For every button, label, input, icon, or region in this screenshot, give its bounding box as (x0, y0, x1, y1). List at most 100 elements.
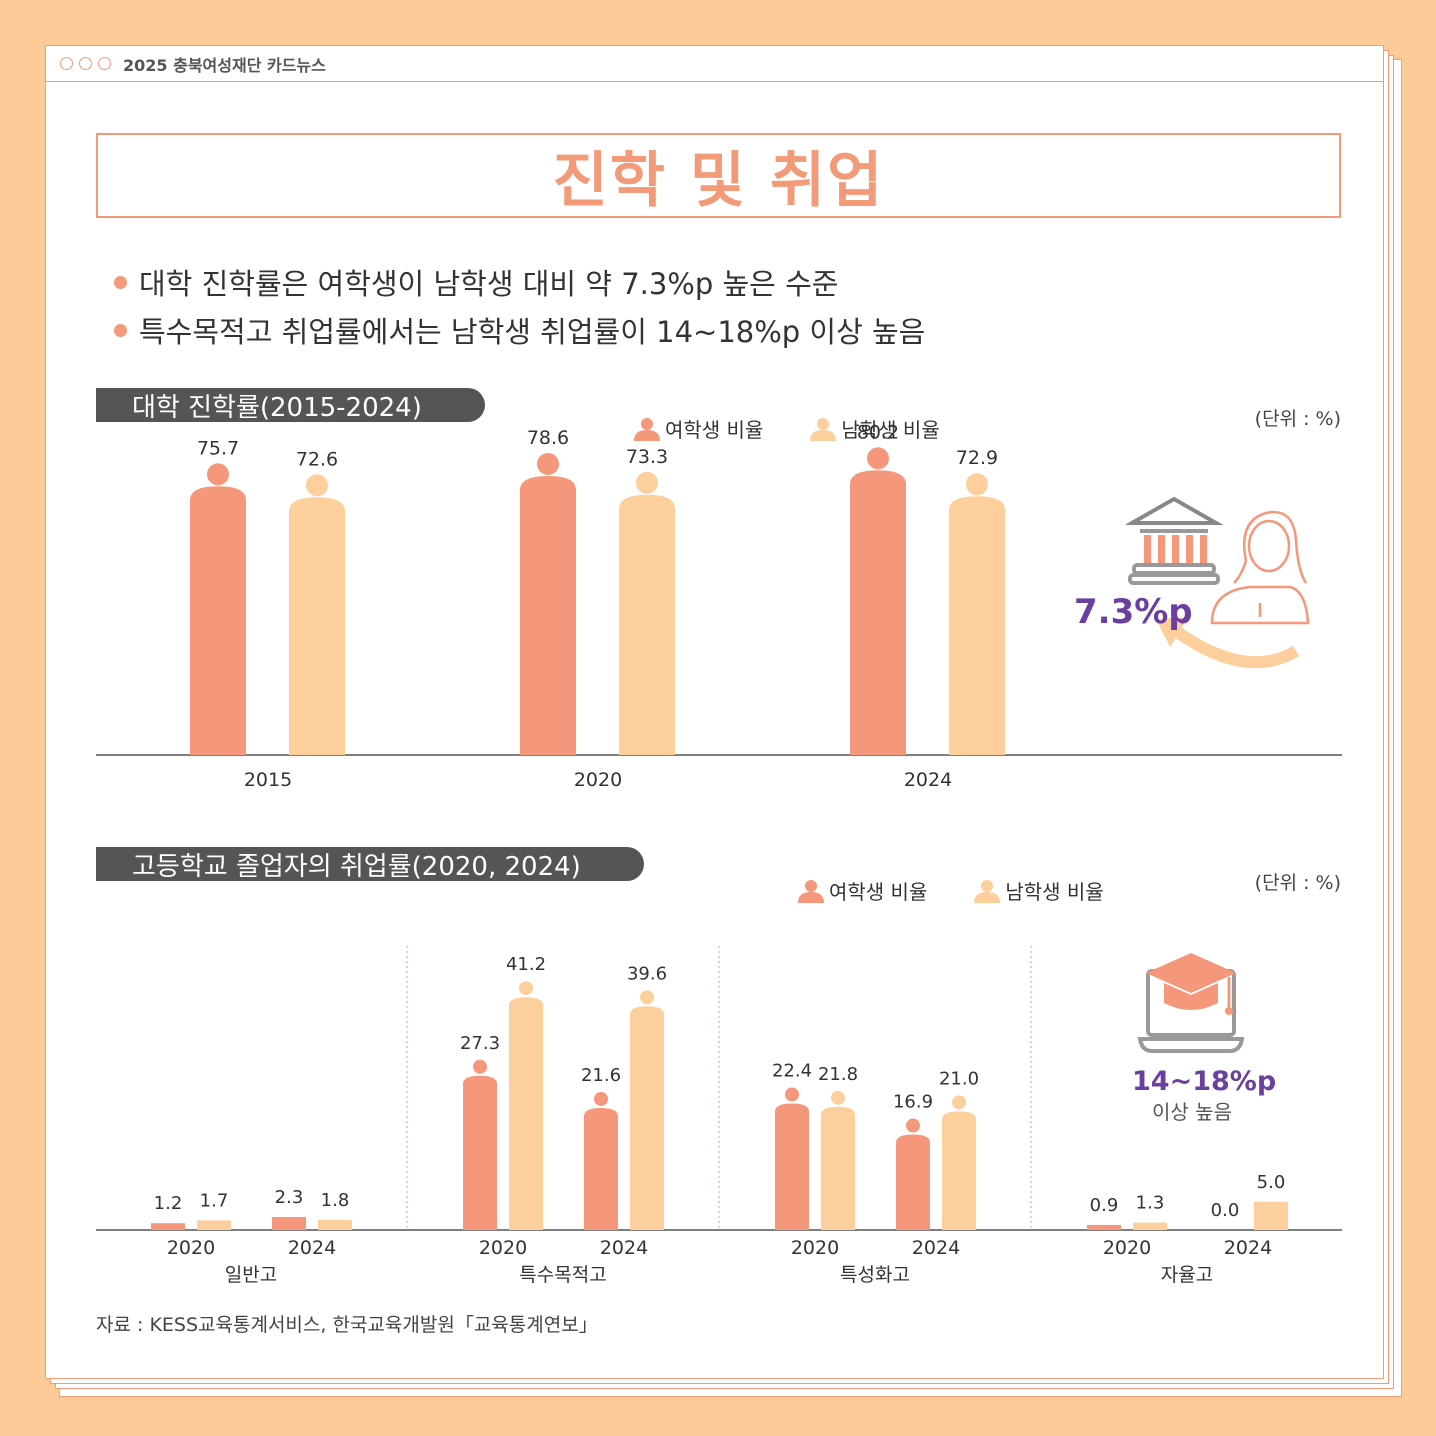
gap-callout: 7.3%p (1074, 592, 1193, 632)
value-label-male-특수목적고-2024: 39.6 (627, 963, 667, 984)
value-label-male-2015: 72.6 (296, 448, 338, 470)
bar-female-특수목적고-2024 (584, 1107, 618, 1230)
bar-male-특수목적고-2020 (509, 997, 543, 1230)
bar-head-male-특성화고-2024 (952, 1095, 966, 1110)
student-icon (1210, 510, 1310, 625)
university-graduate-illustration (1126, 496, 1310, 669)
value-label-male-2020: 73.3 (626, 446, 668, 468)
x-tick-특수목적고-2020: 2020 (479, 1237, 527, 1259)
x-tick-2024: 2024 (904, 769, 952, 791)
legend-female-label: 여학생 비율 (665, 418, 764, 442)
section1-unit: (단위 : %) (1254, 408, 1341, 430)
bar-head-female-특성화고-2024 (906, 1118, 920, 1133)
bar-head-male-2020 (636, 471, 658, 494)
bar-male-일반고-2020 (197, 1220, 231, 1230)
bar-head-male-2024 (966, 473, 988, 496)
legend-male: 남학생 비율 (809, 414, 940, 443)
bullet-item: 특수목적고 취업률에서는 남학생 취업률이 14~18%p 이상 높음 (114, 306, 925, 354)
group-label-특성화고: 특성화고 (840, 1264, 910, 1286)
value-label-male-일반고-2024: 1.8 (321, 1190, 350, 1211)
value-label-male-2024: 72.9 (956, 447, 998, 469)
headline-box: 진학 및 취업 (96, 133, 1341, 218)
value-label-female-2015: 75.7 (197, 437, 239, 459)
value-label-female-2024: 80.2 (857, 421, 899, 443)
x-tick-2020: 2020 (574, 769, 622, 791)
x-tick-특성화고-2024: 2024 (912, 1237, 960, 1259)
window-dot-icon (60, 57, 73, 70)
value-label-female-특성화고-2020: 22.4 (772, 1060, 812, 1081)
arrow-icon (1172, 626, 1300, 669)
section2-legend: 여학생 비율 남학생 비율 (797, 876, 1150, 905)
bullet-dot-icon (114, 323, 127, 337)
bar-head-male-특성화고-2020 (831, 1090, 845, 1105)
bar-head-female-2015 (207, 463, 229, 486)
bar-female-특성화고-2020 (775, 1103, 809, 1230)
university-entry-chart: 75.7 72.6 2015 78.6 73.3 2020 80.2 72.9 2024 (96, 421, 1342, 791)
bar-female-2020 (520, 475, 576, 755)
value-label-female-자율고-2024: 0.0 (1211, 1200, 1240, 1221)
window-titlebar: 2025 충북여성재단 카드뉴스 (46, 46, 1383, 82)
university-building-icon (1126, 496, 1224, 585)
x-tick-자율고-2024: 2024 (1224, 1237, 1272, 1259)
legend-male-label: 남학생 비율 (841, 418, 940, 442)
laptop-base-icon (1137, 1037, 1245, 1053)
value-label-female-특수목적고-2020: 27.3 (460, 1033, 500, 1054)
window-dot-icon (98, 57, 111, 70)
bar-male-특성화고-2020 (821, 1106, 855, 1230)
bar-male-자율고-2020 (1133, 1222, 1167, 1230)
bar-male-특성화고-2024 (942, 1111, 976, 1230)
value-label-male-특성화고-2024: 21.0 (939, 1068, 979, 1089)
gap-callout-text: 이상 높음 (1152, 1100, 1232, 1124)
person-male-icon (974, 879, 1001, 903)
bar-head-female-2020 (537, 452, 559, 475)
x-tick-2015: 2015 (244, 769, 292, 791)
group-label-특수목적고: 특수목적고 (519, 1264, 606, 1286)
x-tick-특수목적고-2024: 2024 (600, 1237, 648, 1259)
bullet-text: 대학 진학률은 여학생이 남학생 대비 약 7.3%p 높은 수준 (139, 267, 839, 301)
legend-female: 여학생 비율 (797, 876, 927, 905)
bar-male-2020 (619, 494, 675, 755)
x-tick-특성화고-2020: 2020 (791, 1237, 839, 1259)
value-label-female-자율고-2020: 0.9 (1090, 1195, 1119, 1216)
value-label-male-특성화고-2020: 21.8 (818, 1064, 858, 1085)
person-male-icon (810, 417, 837, 441)
bar-head-female-특성화고-2020 (785, 1087, 799, 1102)
gap-callout-value: 14~18%p (1132, 1066, 1277, 1097)
bar-male-자율고-2024 (1254, 1201, 1288, 1230)
value-label-female-특성화고-2024: 16.9 (893, 1092, 933, 1113)
value-label-male-자율고-2020: 1.3 (1136, 1193, 1165, 1214)
columns-icon (1144, 535, 1207, 563)
bar-head-male-특수목적고-2020 (519, 981, 533, 996)
value-label-male-자율고-2024: 5.0 (1257, 1172, 1286, 1193)
laptop-graduation-illustration (1137, 953, 1245, 1053)
x-tick-일반고-2020: 2020 (167, 1237, 215, 1259)
bar-head-female-2024 (867, 447, 889, 470)
page-title: 진학 및 취업 (552, 146, 885, 216)
bar-female-일반고-2024 (272, 1217, 306, 1230)
value-label-female-일반고-2020: 1.2 (154, 1193, 183, 1214)
value-label-female-특수목적고-2024: 21.6 (581, 1065, 621, 1086)
bar-male-특수목적고-2024 (630, 1006, 664, 1230)
bar-female-특성화고-2024 (896, 1134, 930, 1230)
window-title: 2025 충북여성재단 카드뉴스 (123, 55, 326, 75)
bar-female-자율고-2020 (1087, 1224, 1121, 1230)
value-label-male-일반고-2020: 1.7 (200, 1190, 229, 1211)
source-note: 자료 : KESS교육통계서비스, 한국교육개발원「교육통계연보」 (96, 1314, 598, 1336)
group-label-자율고: 자율고 (1161, 1264, 1213, 1286)
bar-head-male-2015 (306, 474, 328, 497)
bar-male-2015 (289, 497, 345, 755)
legend-male-label: 남학생 비율 (1005, 880, 1104, 904)
value-label-female-2020: 78.6 (527, 427, 569, 449)
bullet-text: 특수목적고 취업률에서는 남학생 취업률이 14~18%p 이상 높음 (139, 315, 926, 349)
legend-male: 남학생 비율 (973, 876, 1104, 905)
section2-unit: (단위 : %) (1254, 872, 1341, 894)
legend-female: 여학생 비율 (633, 414, 763, 443)
card: 2025 충북여성재단 카드뉴스 진학 및 취업 대학 진학률은 여학생이 남학… (45, 45, 1384, 1379)
graduation-cap-icon (1146, 953, 1236, 993)
person-female-icon (798, 879, 824, 903)
bar-male-일반고-2024 (318, 1219, 352, 1230)
legend-female-label: 여학생 비율 (829, 880, 928, 904)
bar-female-2024 (850, 470, 906, 755)
bar-female-2015 (190, 486, 246, 755)
bullet-dot-icon (114, 275, 127, 289)
